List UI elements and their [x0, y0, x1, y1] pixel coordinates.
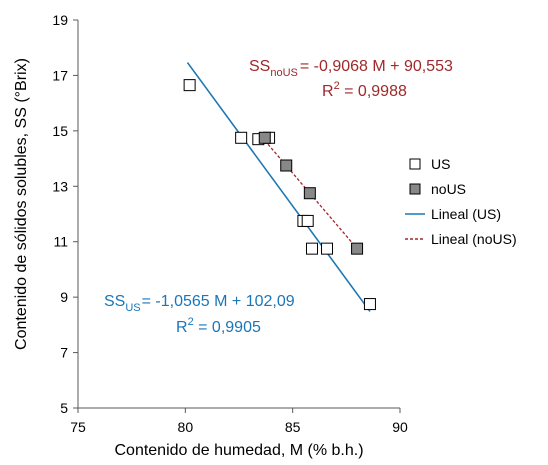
point-us [363, 298, 376, 311]
r2-nous-sup: 2 [334, 80, 340, 92]
r2-nous-prefix: R [322, 83, 334, 100]
equation-us-ss: SS [104, 293, 125, 310]
x-tick-label: 75 [70, 419, 86, 435]
equation-us-formula: = -1,0565 M + 102,09 [142, 293, 295, 310]
point-nous [280, 159, 293, 172]
x-axis-title: Contenido de humedad, M (% b.h.) [114, 442, 363, 459]
legend-label: noUS [431, 181, 466, 197]
legend-label: US [431, 156, 450, 172]
equation-nous-formula: = -0,9068 M + 90,553 [300, 58, 453, 75]
equation-nous-subscript: noUS [270, 67, 298, 79]
point-us [305, 242, 318, 255]
legend: US noUS Lineal (US) Lineal (noUS) [405, 156, 517, 247]
y-tick-label: 9 [60, 289, 68, 305]
r2-nous: R2 = 0,9988 [322, 80, 407, 100]
data-points [183, 79, 376, 311]
y-tick-label: 17 [52, 67, 68, 83]
trendline-us [186, 62, 371, 312]
y-tick-label: 15 [52, 123, 68, 139]
legend-marker-us [409, 158, 421, 170]
legend-label: Lineal (US) [431, 206, 501, 222]
equation-us-subscript: US [125, 302, 140, 314]
y-tick-label: 19 [52, 12, 68, 28]
point-nous [303, 187, 316, 200]
r2-us-sup: 2 [188, 316, 194, 328]
r2-us-value: = 0,9905 [194, 319, 261, 336]
legend-marker-nous [409, 183, 421, 195]
point-us [321, 242, 334, 255]
equation-us: SSUS= -1,0565 M + 102,09 [104, 293, 295, 314]
x-tick-label: 80 [178, 419, 194, 435]
point-us [301, 214, 314, 227]
y-tick-label: 13 [52, 178, 68, 194]
r2-us-prefix: R [176, 319, 188, 336]
legend-label: Lineal (noUS) [431, 231, 517, 247]
point-us [235, 131, 248, 144]
r2-nous-value: = 0,9988 [340, 83, 407, 100]
y-tick-label: 11 [53, 234, 68, 250]
equation-nous: SSnoUS = -0,9068 M + 90,553 [249, 58, 453, 79]
y-tick-label: 5 [60, 400, 68, 416]
y-axis-title: Contenido de sólidos solubles, SS (°Brix… [13, 58, 30, 350]
point-nous [258, 131, 271, 144]
r2-us: R2 = 0,9905 [176, 316, 261, 336]
x-tick-label: 85 [285, 419, 301, 435]
y-tick-label: 7 [60, 345, 68, 361]
point-us [183, 79, 196, 92]
equation-nous-ss: SS [249, 58, 270, 75]
x-tick-label: 90 [392, 419, 408, 435]
axes: 5 7 9 11 13 15 17 19 75 80 85 90 [52, 12, 408, 435]
point-nous [351, 242, 364, 255]
